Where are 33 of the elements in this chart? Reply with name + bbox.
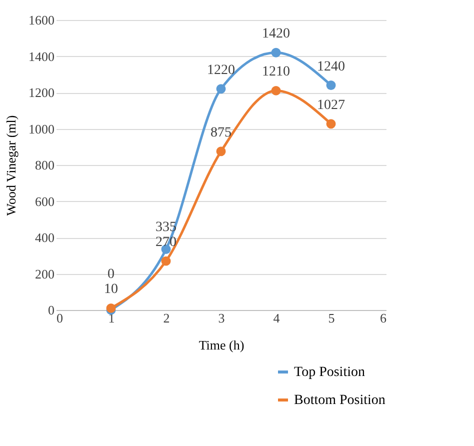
data-label: 1420 <box>262 26 290 42</box>
y-axis-title: Wood Vinegar (ml) <box>4 115 18 216</box>
x-tick-label: 1 <box>108 310 115 326</box>
y-tick-label: 200 <box>35 266 54 282</box>
x-tick-label: 3 <box>218 310 225 326</box>
y-tick-label: 600 <box>35 194 54 209</box>
y-tick-label: 1400 <box>28 48 54 64</box>
point <box>216 146 226 156</box>
x-tick-label: 4 <box>273 310 280 326</box>
point <box>216 84 226 94</box>
data-label: 1027 <box>317 98 345 113</box>
y-tick-label: 1200 <box>28 85 54 100</box>
y-tick-label: 1000 <box>28 121 54 136</box>
point <box>271 48 281 58</box>
legend-label: Bottom Position <box>294 393 386 408</box>
x-tick-label: 6 <box>380 310 387 326</box>
data-label: 1210 <box>262 64 290 80</box>
point <box>326 80 336 90</box>
y-tick-label: 800 <box>35 158 54 172</box>
point <box>271 86 281 96</box>
x-tick-label: 2 <box>163 310 170 326</box>
data-label: 1220 <box>207 62 235 78</box>
data-label: 875 <box>210 125 232 140</box>
y-tick-label: 1600 <box>28 12 54 28</box>
data-label: 10 <box>104 282 118 298</box>
y-tick-label: 400 <box>35 230 54 245</box>
point <box>326 119 336 129</box>
point <box>161 256 171 266</box>
x-axis-title: Time (h) <box>198 338 244 352</box>
legend-label: Top Position <box>294 365 365 380</box>
x-tick-label: 5 <box>328 310 335 326</box>
data-label: 0 <box>108 267 114 282</box>
data-label: 1240 <box>317 59 345 74</box>
